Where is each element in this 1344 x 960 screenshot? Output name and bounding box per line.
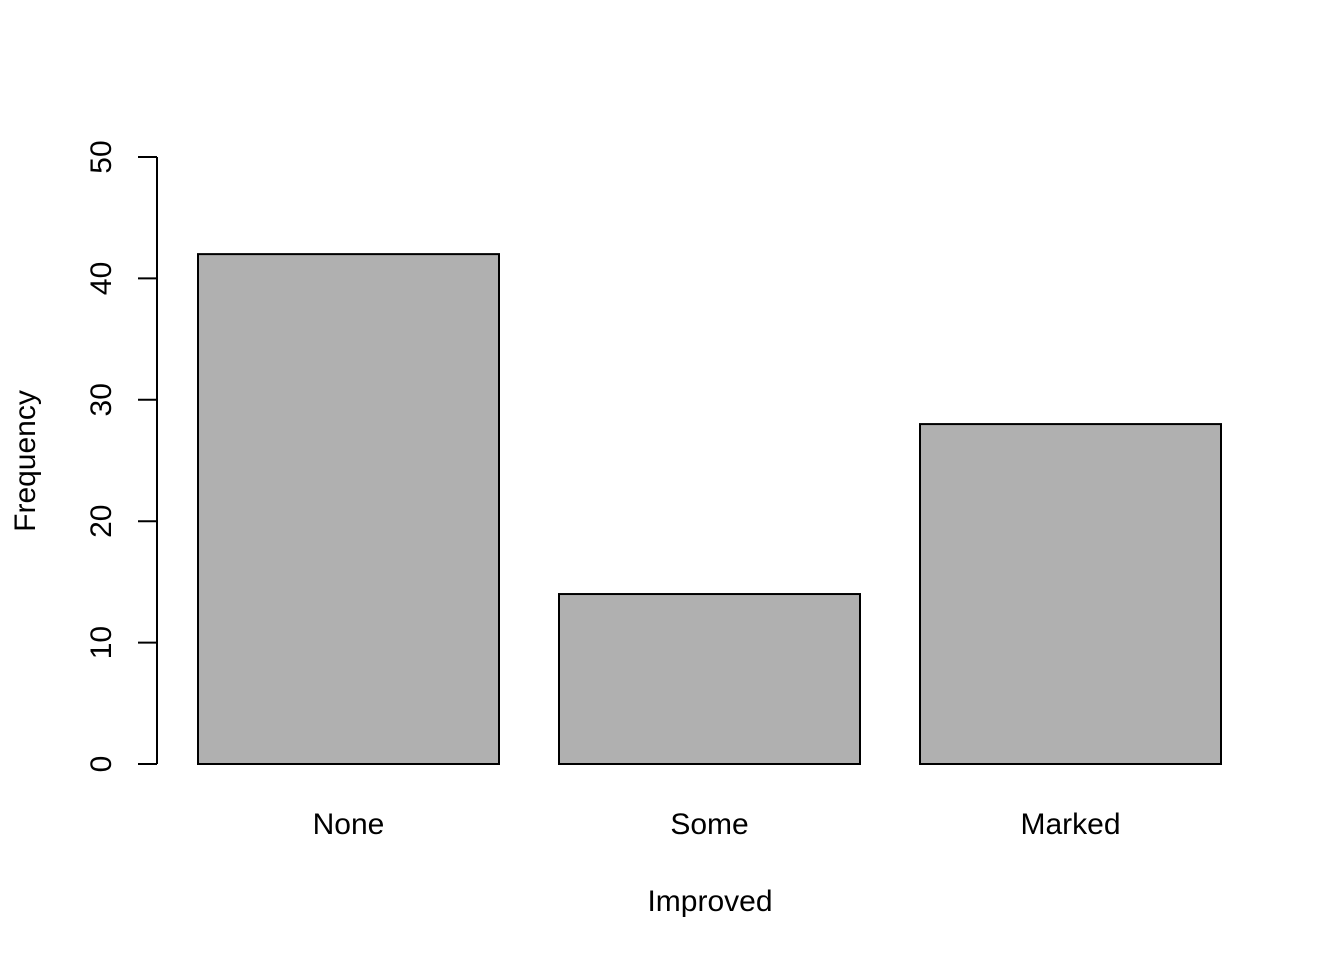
y-tick-label: 40 <box>85 262 118 295</box>
x-axis-title: Improved <box>647 885 772 918</box>
y-axis: 0 10 20 30 40 50 <box>85 140 158 772</box>
x-tick-label: Marked <box>1020 808 1120 841</box>
x-tick-label: None <box>313 808 385 841</box>
x-tick-labels: None Some Marked <box>313 808 1121 841</box>
y-tick-label: 10 <box>85 626 118 659</box>
bar <box>558 593 861 765</box>
y-tick-label: 50 <box>85 140 118 173</box>
y-axis-title: Frequency <box>9 390 42 532</box>
y-tick-label: 30 <box>85 383 118 416</box>
bar <box>197 253 500 765</box>
y-ticks: 0 10 20 30 40 50 <box>85 140 157 772</box>
y-tick-label: 20 <box>85 505 118 538</box>
bar <box>919 423 1222 765</box>
bars <box>197 253 1222 765</box>
y-tick-label: 0 <box>85 756 118 773</box>
x-tick-label: Some <box>670 808 748 841</box>
